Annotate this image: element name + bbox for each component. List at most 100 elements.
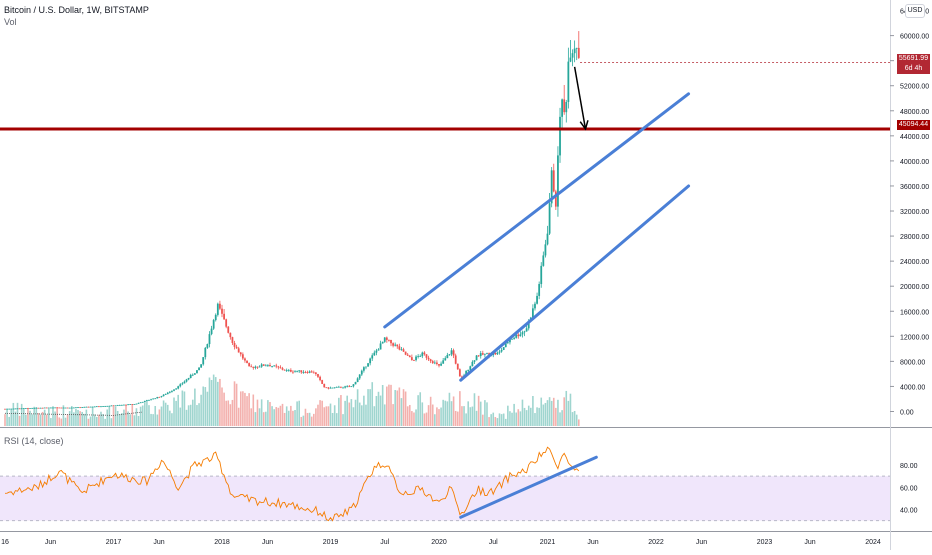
candle-body [187,378,190,380]
candle-body [123,404,125,406]
candle-body [262,364,265,366]
volume-bar [415,409,417,426]
price-tick-label: 24000.00 [900,259,929,266]
volume-bar [231,399,234,426]
volume-bar [379,395,382,426]
volume-bar [425,412,428,426]
candle-body [152,398,155,400]
volume-bar [300,416,303,426]
volume-bar [85,409,88,426]
candle-body [258,366,261,368]
candle-body [559,116,561,156]
candle-body [175,388,177,390]
candle-body [219,303,221,309]
volume-bar [242,391,244,426]
volume-bar [484,400,486,426]
volume-bar [290,405,292,426]
volume-legend[interactable]: Vol [4,17,17,27]
volume-bar [454,410,457,426]
candle-body [139,402,142,404]
volume-bar [482,414,484,426]
volume-bar [373,406,376,426]
volume-bar [87,418,90,426]
candle-body [381,341,384,344]
candle-body [37,407,40,409]
candle-body [171,390,173,392]
volume-bar [262,412,265,426]
volume-bar [296,401,298,426]
volume-bar [217,381,219,426]
volume-bar [166,404,169,426]
channel-lower-trendline [459,184,691,382]
candle-body [112,405,115,407]
candle-body [87,406,90,408]
volume-bar [221,387,223,426]
volume-bar [246,396,248,426]
candle-body [417,356,420,358]
candle-body [465,370,468,376]
volume-bar [248,393,250,426]
volume-bar [275,407,278,426]
candle-body [191,374,194,376]
candle-body [413,360,415,361]
volume-bar [406,406,409,426]
candle-body [312,372,315,374]
candle-body [223,313,225,320]
candle-body [373,352,376,356]
rsi-legend[interactable]: RSI (14, close) [4,436,64,446]
candle-body [527,320,530,329]
volume-bar [271,406,273,426]
volume-bar [208,377,211,426]
candle-body [60,407,63,409]
candle-body [104,406,107,407]
volume-bar [43,409,46,426]
volume-bar [467,401,470,426]
volume-bar [429,396,432,426]
candle-body [62,407,65,409]
candle-body [569,57,572,62]
candle-body [233,342,236,347]
volume-bar [29,410,31,426]
candle-body [506,342,509,344]
candle-body [302,372,305,373]
volume-bar [58,417,61,426]
currency-button[interactable]: USD [905,4,925,18]
volume-bar [158,409,161,426]
candle-body [388,339,390,341]
candle-body [554,191,557,207]
candle-body [241,354,244,359]
candle-body [375,350,378,353]
volume-bar [287,410,290,426]
time-tick-label: Jun [262,539,273,546]
volume-bar [265,411,267,426]
candle-body [431,361,434,364]
candle-body [154,398,157,400]
rsi-line [4,446,580,522]
volume-bar [37,413,40,426]
volume-bar [427,405,430,426]
candle-body [27,408,29,409]
volume-bar [367,389,369,426]
volume-bar [185,409,188,426]
candle-body [108,405,111,407]
volume-bar [411,411,413,426]
time-tick-label: 2022 [648,539,664,546]
candle-body [221,308,223,314]
symbol-title[interactable]: Bitcoin / U.S. Dollar, 1W, BITSTAMP [4,5,149,15]
candle-body [396,344,399,347]
volume-bar [98,414,100,426]
volume-bar [150,413,152,426]
candle-body [269,365,271,367]
volume-bar [325,406,328,426]
time-tick-label: 2024 [865,539,881,546]
candle-body [148,399,150,401]
candle-body [250,366,253,368]
volume-bar [33,406,36,426]
volume-bar [8,416,10,426]
candle-body [229,332,232,338]
volume-bar [469,407,472,426]
volume-bar [194,388,196,426]
candle-body [239,352,242,355]
